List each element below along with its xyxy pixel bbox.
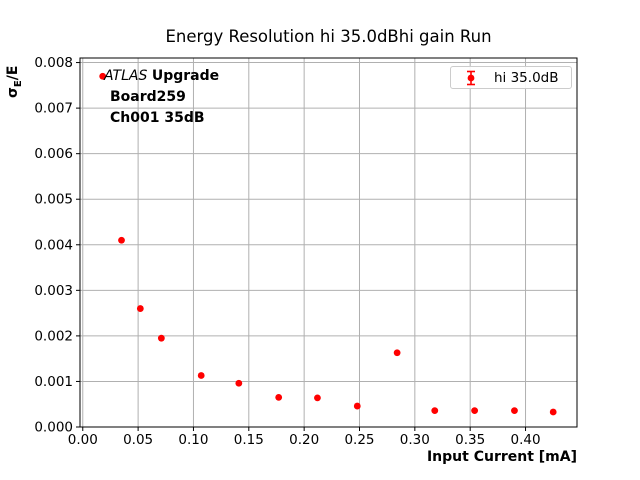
y-tick-label: 0.000 (34, 420, 73, 436)
y-tick-label: 0.006 (34, 146, 73, 162)
x-tick-label: 0.00 (68, 432, 98, 448)
data-point (431, 407, 439, 414)
legend-entry-label: hi 35.0dB (494, 69, 559, 86)
data-point (157, 334, 165, 342)
x-tick-label: 0.40 (510, 432, 540, 448)
y-tick-label: 0.001 (34, 374, 73, 390)
axes-spines (79, 57, 578, 428)
chart-title: Energy Resolution hi 35.0dBhi gain Run (165, 27, 492, 46)
y-tick-label: 0.005 (34, 192, 73, 208)
ylabel-sigma: σ (5, 87, 21, 98)
data-point (235, 379, 243, 387)
y-axis-label: σE/E (5, 66, 24, 98)
x-tick-label: 0.35 (455, 432, 485, 448)
y-tick-label: 0.002 (34, 328, 73, 344)
annotation-line-experiment: ATLAS Upgrade (104, 66, 219, 87)
y-tick-label: 0.003 (34, 283, 73, 299)
data-point (314, 394, 321, 402)
data-point (511, 407, 518, 414)
x-tick-label: 0.15 (234, 432, 264, 448)
data-point (99, 72, 107, 80)
data-point (118, 236, 125, 244)
data-point (393, 349, 401, 357)
data-point (275, 393, 283, 401)
annotation-block: ATLAS Upgrade Board259 Ch001 35dB (104, 66, 219, 129)
data-point (353, 402, 361, 410)
annotation-board: Board259 (110, 89, 186, 105)
annotation-experiment-suffix: Upgrade (151, 68, 220, 84)
x-tick-label: 0.10 (178, 432, 208, 448)
ylabel-subscript: E (12, 80, 24, 88)
x-axis-label: Input Current [mA] (426, 449, 577, 465)
data-point (197, 372, 205, 379)
annotation-experiment: ATLAS (104, 68, 148, 84)
legend: hi 35.0dB (450, 66, 572, 89)
x-tick-label: 0.30 (400, 432, 430, 448)
y-tick-label: 0.008 (34, 55, 73, 71)
data-point (136, 305, 144, 312)
x-tick-label: 0.20 (289, 432, 319, 448)
data-point (471, 407, 479, 414)
y-tick-label: 0.004 (34, 237, 73, 253)
legend-errorbar-icon (467, 70, 475, 85)
data-point (549, 408, 557, 416)
y-tick-label: 0.007 (34, 101, 73, 117)
x-tick-label: 0.05 (123, 432, 153, 448)
annotation-channel: Ch001 35dB (110, 110, 205, 126)
ylabel-rest: /E (5, 65, 21, 81)
x-tick-label: 0.25 (344, 432, 374, 448)
